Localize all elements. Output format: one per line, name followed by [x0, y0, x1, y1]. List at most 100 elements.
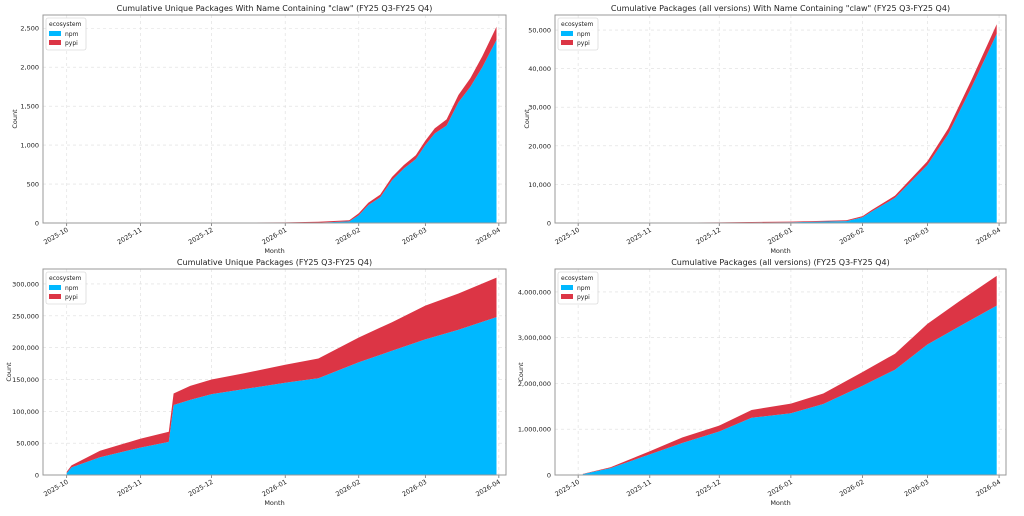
area-npm [582, 305, 997, 475]
x-axis-label: Month [770, 499, 790, 507]
chart-title: Cumulative Unique Packages With Name Con… [117, 4, 433, 13]
legend-swatch-pypi [49, 40, 61, 45]
x-tick-label: 2025-11 [625, 478, 653, 499]
y-tick-label: 0 [547, 472, 551, 480]
x-tick-label: 2025-11 [116, 226, 144, 247]
x-tick-label: 2025-12 [695, 226, 723, 247]
y-tick-label: 0 [35, 220, 39, 228]
y-tick-label: 40,000 [528, 65, 551, 73]
chart-1: 0 500 1,000 1,500 2,000 2,500 2025-10 2025-11 20… [11, 4, 507, 255]
legend-swatch-npm [49, 31, 61, 36]
y-tick-label: 2,000 [20, 64, 39, 72]
y-tick-label: 2,000,000 [518, 380, 551, 388]
x-tick-label: 2025-10 [554, 478, 582, 499]
y-tick-label: 50,000 [528, 27, 551, 35]
x-axis-label: Month [264, 247, 284, 255]
area-npm [612, 33, 997, 224]
y-tick-label: 0 [35, 472, 39, 480]
legend-label-pypi: pypi [65, 294, 78, 301]
plot-frame [554, 268, 1007, 476]
y-tick-label: 300,000 [12, 280, 39, 288]
legend-label-pypi: pypi [65, 40, 78, 47]
chart-title: Cumulative Packages (all versions) (FY25… [671, 258, 890, 267]
x-tick-label: 2025-10 [42, 478, 70, 499]
y-tick-label: 1,500 [20, 103, 39, 111]
x-tick-label: 2026-02 [838, 226, 866, 247]
legend-title: ecosystem [49, 275, 82, 282]
x-tick-label: 2026-03 [401, 478, 429, 499]
legend: ecosystem npm pypi [557, 271, 599, 305]
y-axis-label: Count [11, 109, 19, 129]
y-tick-label: 2,500 [20, 25, 39, 33]
x-tick-label: 2026-02 [838, 478, 866, 499]
legend-label-npm: npm [577, 31, 591, 38]
x-tick-label: 2025-11 [116, 478, 144, 499]
y-tick-label: 50,000 [16, 440, 39, 448]
x-tick-label: 2026-04 [975, 478, 1003, 499]
legend-swatch-pypi [561, 294, 573, 299]
x-tick-label: 2026-01 [766, 478, 794, 499]
y-tick-label: 1,000 [20, 142, 39, 150]
plot-frame [42, 14, 507, 224]
y-tick-label: 500 [27, 181, 39, 189]
legend-swatch-npm [561, 31, 573, 36]
legend-swatch-npm [561, 285, 573, 290]
chart-4: 0 1,000,000 2,000,000 3,000,000 4,000,000 202… [517, 258, 1007, 507]
legend-title: ecosystem [561, 21, 594, 28]
chart-title: Cumulative Packages (all versions) With … [611, 4, 950, 13]
x-tick-label: 2026-04 [975, 226, 1003, 247]
x-tick-label: 2025-10 [42, 226, 70, 247]
x-tick-label: 2025-12 [187, 226, 215, 247]
legend-label-pypi: pypi [577, 40, 590, 47]
legend: ecosystem npm pypi [557, 17, 599, 51]
y-tick-label: 100,000 [12, 408, 39, 416]
x-tick-label: 2026-04 [474, 226, 502, 247]
x-tick-label: 2025-12 [187, 478, 215, 499]
y-tick-label: 250,000 [12, 312, 39, 320]
x-tick-label: 2025-12 [695, 478, 723, 499]
x-tick-label: 2025-10 [554, 226, 582, 247]
y-tick-label: 3,000,000 [518, 334, 551, 342]
legend: ecosystem npm pypi [45, 17, 87, 51]
area-npm [66, 317, 497, 475]
y-tick-label: 200,000 [12, 344, 39, 352]
x-tick-label: 2026-01 [261, 478, 289, 499]
area-pypi [66, 277, 497, 474]
legend-label-pypi: pypi [577, 294, 590, 301]
legend-label-npm: npm [577, 285, 591, 292]
x-tick-label: 2026-03 [903, 478, 931, 499]
y-tick-label: 4,000,000 [518, 288, 551, 296]
legend-title: ecosystem [49, 21, 82, 28]
legend-swatch-npm [49, 285, 61, 290]
legend-label-npm: npm [65, 285, 79, 292]
x-axis-label: Month [770, 247, 790, 255]
legend: ecosystem npm pypi [45, 271, 87, 305]
y-tick-label: 1,000,000 [518, 426, 551, 434]
x-tick-label: 2026-01 [261, 226, 289, 247]
x-tick-label: 2026-02 [334, 226, 362, 247]
y-tick-label: 0 [547, 220, 551, 228]
x-tick-label: 2026-02 [334, 478, 362, 499]
plot-frame [42, 268, 507, 476]
y-tick-label: 150,000 [12, 376, 39, 384]
x-axis-label: Month [264, 499, 284, 507]
chart-3: 0 50,000 100,000 150,000 200,000 250,000 300,0… [5, 258, 507, 507]
area-npm [102, 39, 497, 224]
legend-swatch-pypi [49, 294, 61, 299]
y-axis-label: Count [5, 362, 13, 382]
legend-label-npm: npm [65, 31, 79, 38]
legend-swatch-pypi [561, 40, 573, 45]
plot-frame [554, 14, 1007, 224]
y-tick-label: 10,000 [528, 181, 551, 189]
x-tick-label: 2025-11 [625, 226, 653, 247]
legend-title: ecosystem [561, 275, 594, 282]
chart-title: Cumulative Unique Packages (FY25 Q3-FY25… [177, 258, 372, 267]
x-tick-label: 2026-01 [766, 226, 794, 247]
x-tick-label: 2026-04 [474, 478, 502, 499]
y-axis-label: Count [517, 362, 525, 382]
y-axis-label: Count [523, 109, 531, 129]
area-pypi [102, 26, 497, 224]
x-tick-label: 2026-03 [401, 226, 429, 247]
y-tick-label: 30,000 [528, 104, 551, 112]
